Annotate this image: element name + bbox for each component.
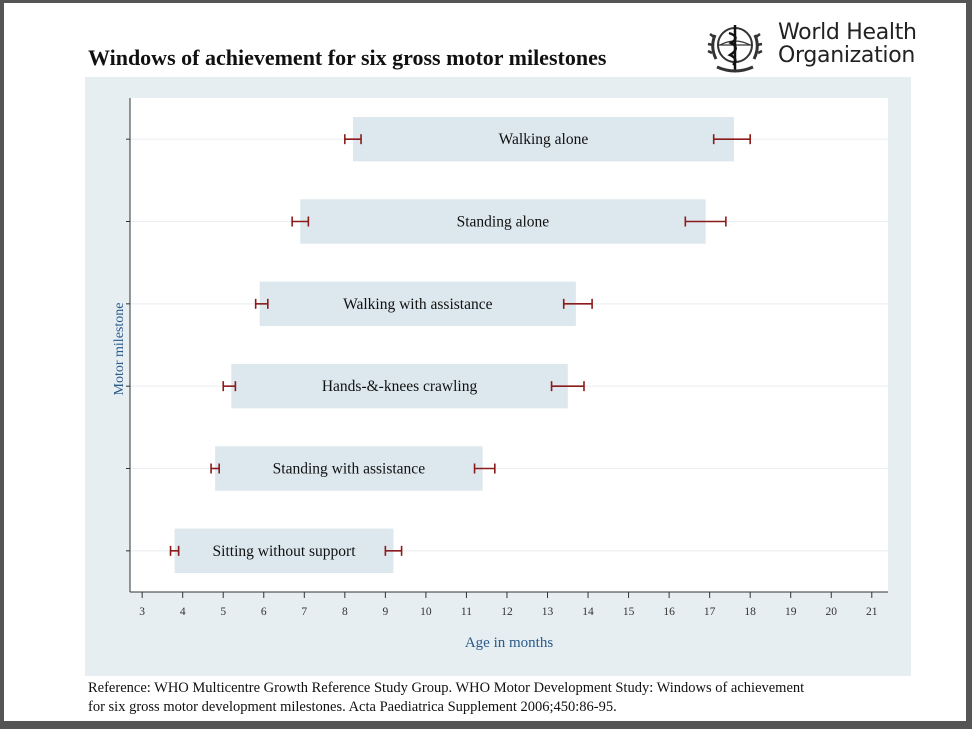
start-error-bar	[222, 381, 237, 392]
bar-label: Standing with assistance	[273, 461, 426, 478]
x-tick-label: 12	[501, 606, 513, 618]
start-error-bar	[254, 298, 269, 309]
x-tick-label: 4	[180, 606, 186, 618]
error-bars	[169, 134, 751, 556]
x-tick-label: 7	[301, 606, 307, 618]
range-bar	[215, 446, 483, 491]
who-emblem-icon	[707, 25, 763, 73]
x-tick-label: 11	[461, 606, 472, 618]
x-tick-label: 13	[542, 606, 554, 618]
start-error-bar	[210, 463, 220, 474]
who-logo-text: World Health Organization	[778, 21, 917, 67]
bar-label: Walking alone	[499, 131, 589, 148]
x-tick-label: 15	[623, 606, 635, 618]
milestone-chart: Walking alone Standing alone Walking with …	[112, 98, 888, 651]
x-tick-label: 6	[261, 606, 267, 618]
chart-title: Windows of achievement for six gross mot…	[88, 45, 607, 70]
start-error-bar	[169, 545, 180, 556]
x-tick-label: 8	[342, 606, 348, 618]
x-tick-label: 9	[382, 606, 388, 618]
bar-label: Walking with assistance	[343, 296, 493, 313]
start-error-bar	[291, 216, 310, 227]
range-bars	[174, 116, 734, 574]
logo-line-2: Organization	[778, 43, 916, 68]
end-error-bar	[562, 298, 593, 309]
x-tick-label: 18	[744, 606, 756, 618]
x-tick-label: 14	[582, 606, 594, 618]
x-tick-label: 19	[785, 606, 797, 618]
reference-note: Reference: WHO Multicentre Growth Refere…	[88, 679, 908, 717]
reference-line-2: for six gross motor development mileston…	[88, 699, 617, 715]
x-tick-label: 20	[826, 606, 838, 618]
end-error-bar	[473, 463, 496, 474]
end-error-bar	[384, 545, 403, 556]
logo-line-1: World Health	[778, 20, 917, 45]
reference-line-1: Reference: WHO Multicentre Growth Refere…	[88, 680, 805, 696]
bar-label: Sitting without support	[213, 543, 357, 560]
bar-labels: Walking alone Standing alone Walking with …	[213, 131, 589, 560]
range-bar	[259, 281, 576, 327]
x-tick-label: 5	[220, 606, 226, 618]
x-tick-label: 17	[704, 606, 716, 618]
bar-label: Hands-&-knees crawling	[322, 378, 478, 395]
plot-area	[130, 98, 888, 592]
x-axis: 3 4 5 6 7 8 9 10 11 12 13 14 15 16 17 18 19 20 21	[126, 138, 888, 618]
end-error-bar	[712, 134, 751, 145]
x-tick-label: 16	[663, 606, 675, 618]
y-axis-label: Motor milestone	[112, 303, 127, 396]
range-bar	[174, 528, 394, 574]
range-bar	[231, 363, 568, 409]
bar-label: Standing alone	[457, 214, 550, 231]
who-logo: World Health Organization	[702, 15, 952, 81]
x-tick-label: 21	[866, 606, 878, 618]
start-error-bar	[344, 134, 362, 145]
x-tick-label: 3	[139, 606, 145, 618]
range-bar	[300, 199, 706, 244]
x-axis-label: Age in months	[465, 635, 553, 651]
document-page: Windows of achievement for six gross mot…	[4, 3, 966, 721]
end-error-bar	[550, 381, 585, 392]
x-tick-label: 10	[420, 606, 432, 618]
end-error-bar	[684, 216, 727, 227]
range-bar	[352, 116, 734, 162]
